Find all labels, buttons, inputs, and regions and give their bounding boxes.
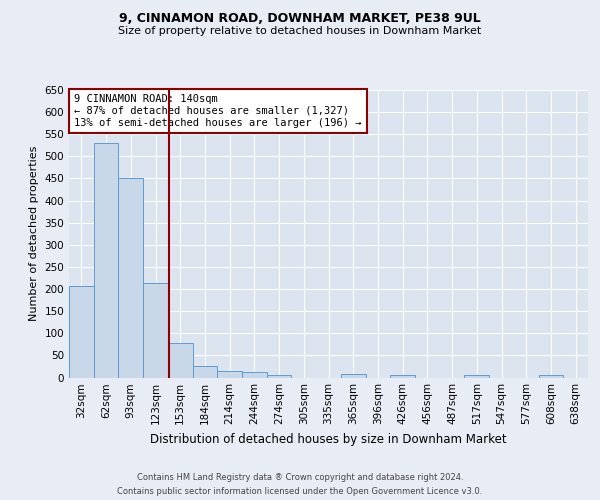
X-axis label: Distribution of detached houses by size in Downham Market: Distribution of detached houses by size … xyxy=(150,433,507,446)
Bar xyxy=(193,366,217,378)
Bar xyxy=(242,372,267,378)
Bar xyxy=(143,283,168,378)
Bar xyxy=(390,375,415,378)
Bar xyxy=(217,371,242,378)
Bar xyxy=(539,376,563,378)
Bar xyxy=(94,143,118,378)
Bar xyxy=(341,374,365,378)
Text: Contains public sector information licensed under the Open Government Licence v3: Contains public sector information licen… xyxy=(118,486,482,496)
Text: Contains HM Land Registry data ® Crown copyright and database right 2024.: Contains HM Land Registry data ® Crown c… xyxy=(137,473,463,482)
Text: 9 CINNAMON ROAD: 140sqm
← 87% of detached houses are smaller (1,327)
13% of semi: 9 CINNAMON ROAD: 140sqm ← 87% of detache… xyxy=(74,94,362,128)
Bar xyxy=(267,375,292,378)
Bar xyxy=(69,286,94,378)
Text: 9, CINNAMON ROAD, DOWNHAM MARKET, PE38 9UL: 9, CINNAMON ROAD, DOWNHAM MARKET, PE38 9… xyxy=(119,12,481,26)
Bar xyxy=(168,344,193,378)
Bar xyxy=(464,376,489,378)
Y-axis label: Number of detached properties: Number of detached properties xyxy=(29,146,39,322)
Bar xyxy=(118,178,143,378)
Text: Size of property relative to detached houses in Downham Market: Size of property relative to detached ho… xyxy=(118,26,482,36)
